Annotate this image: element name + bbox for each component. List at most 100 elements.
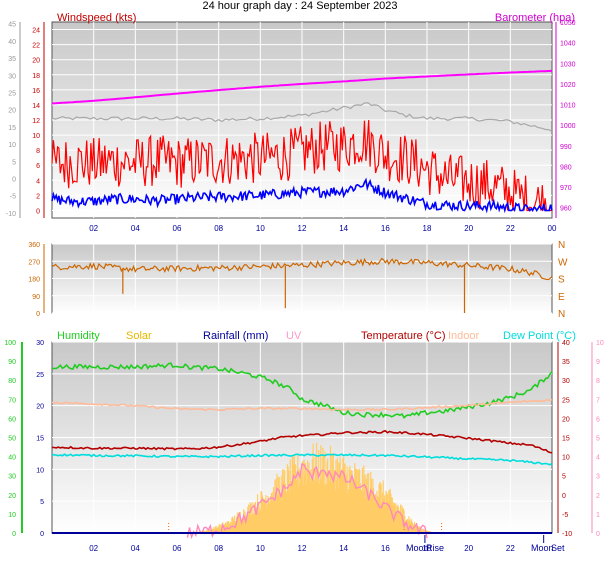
windspeed-tick-label: 6 xyxy=(36,163,40,170)
compass-label: N xyxy=(558,309,565,320)
x-tick-label: 14 xyxy=(339,224,348,233)
temperature-tick-label: 0 xyxy=(562,493,566,500)
x-tick-label: 02 xyxy=(89,544,98,553)
x-tick-label: 08 xyxy=(214,224,223,233)
x-tick-label: 06 xyxy=(173,544,182,553)
series-line xyxy=(51,120,552,212)
x-tick-label: 02 xyxy=(89,224,98,233)
direction-tick-label: 360 xyxy=(28,242,40,249)
outer-tick-label: 35 xyxy=(8,56,16,63)
moonrise-moon-label: Moon xyxy=(406,543,429,553)
series-line xyxy=(51,102,553,132)
legend-rainfall: Rainfall (mm) xyxy=(203,330,268,342)
outer-tick-label: -10 xyxy=(6,211,16,218)
barometer-tick-label: 980 xyxy=(560,164,572,171)
moonset-set-label: Set xyxy=(551,543,565,553)
moonset-moon-label: Moon xyxy=(531,543,554,553)
temperature-tick-label: 40 xyxy=(562,340,570,347)
x-tick-label: 16 xyxy=(381,544,390,553)
humidity-tick-label: 60 xyxy=(8,416,16,423)
outer-tick-label: 40 xyxy=(8,39,16,46)
uv-tick-label: 6 xyxy=(596,416,600,423)
series-line xyxy=(51,429,553,454)
legend-indoor: Indoor xyxy=(448,330,480,342)
windspeed-tick-label: 10 xyxy=(32,133,40,140)
series-line xyxy=(51,453,553,466)
outer-tick-label: 15 xyxy=(8,125,16,132)
windspeed-tick-label: 20 xyxy=(32,58,40,65)
humidity-tick-label: 20 xyxy=(8,493,16,500)
uv-tick-label: 0 xyxy=(596,531,600,538)
direction-tick-label: 90 xyxy=(32,294,40,301)
temperature-tick-label: 20 xyxy=(562,416,570,423)
legend: Humidity Solar Rainfall (mm) UV Temperat… xyxy=(57,330,576,342)
outer-tick-label: 20 xyxy=(8,108,16,115)
temperature-tick-label: 10 xyxy=(562,455,570,462)
humidity-tick-label: 90 xyxy=(8,359,16,366)
uv-tick-label: 5 xyxy=(596,436,600,443)
barometer-axis-label: Barometer (hpa) xyxy=(495,12,575,24)
humidity-tick-label: 50 xyxy=(8,436,16,443)
barometer-tick-label: 1010 xyxy=(560,103,576,110)
uv-tick-label: 10 xyxy=(596,340,604,347)
solar-tick-label: 20 xyxy=(36,404,44,411)
uv-tick-label: 7 xyxy=(596,397,600,404)
humidity-tick-label: 40 xyxy=(8,455,16,462)
barometer-tick-label: 1040 xyxy=(560,41,576,48)
moonrise-rise-label: Rise xyxy=(426,543,444,553)
temperature-tick-label: 5 xyxy=(562,474,566,481)
windspeed-tick-label: 22 xyxy=(32,43,40,50)
x-tick-label: 16 xyxy=(381,224,390,233)
barometer-tick-label: 990 xyxy=(560,144,572,151)
solar-tick-label: 10 xyxy=(36,467,44,474)
series-line xyxy=(51,69,553,105)
outer-tick-label: 5 xyxy=(12,159,16,166)
uv-tick-label: 2 xyxy=(596,493,600,500)
barometer-tick-label: 1030 xyxy=(560,61,576,68)
humidity-tick-label: 80 xyxy=(8,378,16,385)
x-tick-label: 04 xyxy=(131,224,140,233)
uv-tick-label: 8 xyxy=(596,378,600,385)
x-tick-label: 12 xyxy=(298,224,307,233)
outer-tick-label: 10 xyxy=(8,142,16,149)
windspeed-tick-label: 8 xyxy=(36,148,40,155)
uv-tick-label: 3 xyxy=(596,474,600,481)
barometer-tick-label: 970 xyxy=(560,185,572,192)
x-tick-label: 10 xyxy=(256,224,265,233)
windspeed-tick-label: 18 xyxy=(32,73,40,80)
page-title: 24 hour graph day : 24 September 2023 xyxy=(202,0,397,12)
outer-tick-label: 0 xyxy=(12,176,16,183)
x-tick-label: 22 xyxy=(506,544,515,553)
legend-humidity: Humidity xyxy=(57,330,100,342)
series-line xyxy=(51,398,553,412)
direction-tick-label: 270 xyxy=(28,259,40,266)
legend-solar: Solar xyxy=(126,330,152,342)
windspeed-tick-label: 0 xyxy=(36,208,40,215)
temperature-tick-label: 15 xyxy=(562,436,570,443)
series-line xyxy=(51,257,553,281)
x-tick-label: 18 xyxy=(423,224,432,233)
x-tick-label: 20 xyxy=(464,544,473,553)
solar-tick-label: 0 xyxy=(40,531,44,538)
uv-tick-label: 9 xyxy=(596,359,600,366)
direction-tick-label: 0 xyxy=(36,311,40,318)
temperature-tick-label: 25 xyxy=(562,397,570,404)
barometer-tick-label: 960 xyxy=(560,206,572,213)
x-tick-label: 06 xyxy=(173,224,182,233)
legend-uv: UV xyxy=(286,330,302,342)
x-tick-label: 00 xyxy=(548,224,557,233)
humidity-tick-label: 100 xyxy=(4,340,16,347)
barometer-tick-label: 1020 xyxy=(560,82,576,89)
compass-label: W xyxy=(558,257,568,268)
windspeed-tick-label: 14 xyxy=(32,103,40,110)
outer-tick-label: 30 xyxy=(8,73,16,80)
series-line xyxy=(186,463,428,540)
barometer-tick-label: 1050 xyxy=(560,20,576,27)
direction-tick-label: 180 xyxy=(28,277,40,284)
temperature-tick-label: -10 xyxy=(562,531,572,538)
windspeed-axis-label: Windspeed (kts) xyxy=(57,12,136,24)
compass-label: E xyxy=(558,292,565,303)
legend-dew-point: Dew Point (°C) xyxy=(503,330,576,342)
windspeed-tick-label: 16 xyxy=(32,88,40,95)
